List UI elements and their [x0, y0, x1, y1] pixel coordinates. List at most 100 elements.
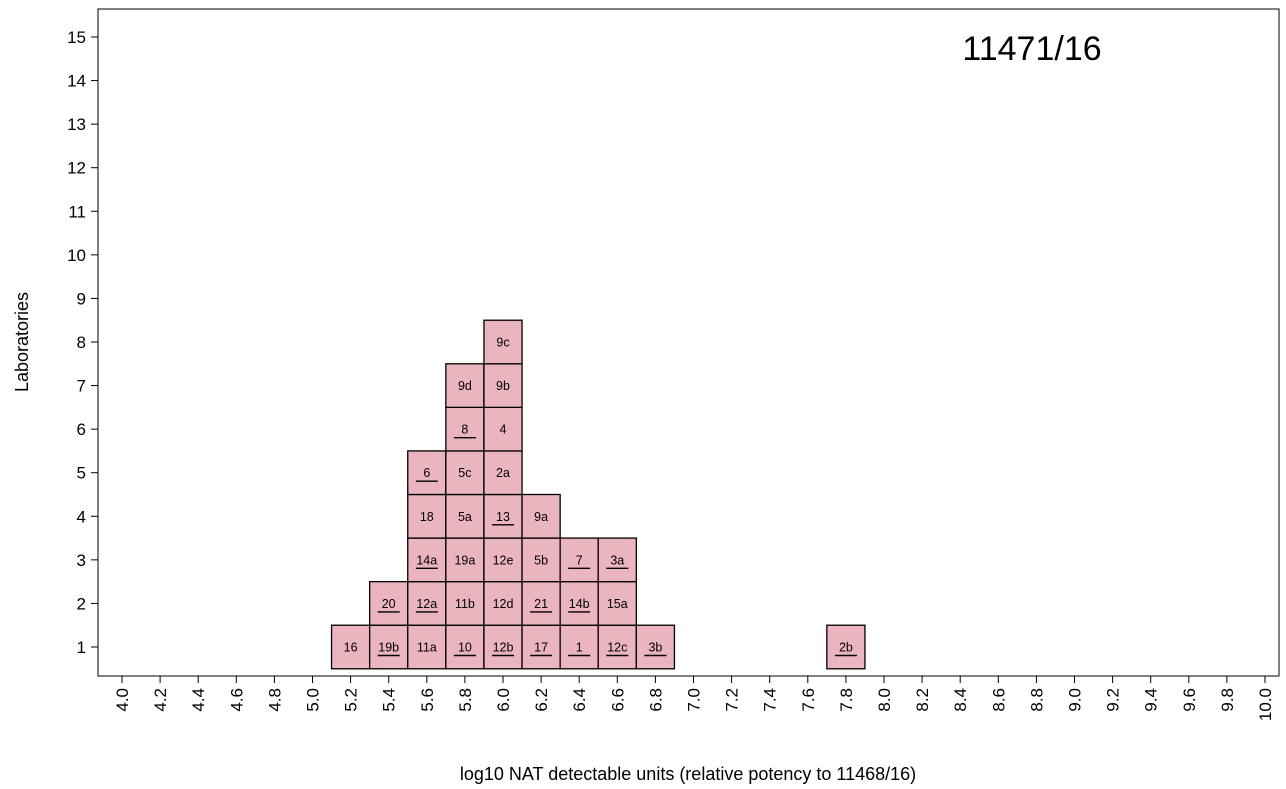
- lab-box: 12b: [483, 624, 523, 670]
- y-axis-title: Laboratories: [12, 292, 32, 392]
- lab-box-label: 5c: [458, 466, 471, 480]
- lab-box-label: 18: [420, 510, 434, 524]
- lab-box-label: 12b: [493, 641, 514, 655]
- lab-box-label: 14a: [416, 553, 437, 567]
- lab-box-label: 2a: [496, 466, 510, 480]
- lab-box-label: 9b: [496, 379, 510, 393]
- lab-box: 12e: [483, 537, 523, 583]
- lab-box-label: 12e: [493, 553, 514, 567]
- y-tick-label: 15: [67, 28, 86, 47]
- x-tick-label: 9.2: [1104, 688, 1123, 712]
- lab-box-rect: [483, 580, 523, 626]
- lab-box: 19a: [445, 537, 485, 583]
- lab-box: 12c: [597, 624, 637, 670]
- lab-box-rect: [597, 580, 637, 626]
- lab-box-rect: [407, 580, 447, 626]
- lab-box: 11b: [445, 580, 485, 626]
- y-tick-label: 12: [67, 159, 86, 178]
- lab-box: 21: [521, 580, 561, 626]
- x-tick-label: 5.6: [418, 688, 437, 712]
- lab-box-label: 7: [576, 553, 583, 567]
- lab-box-rect: [483, 319, 523, 365]
- lab-box: 4: [483, 406, 523, 452]
- chart-title: 11471/16: [962, 30, 1101, 68]
- lab-box-rect: [483, 624, 523, 670]
- y-tick-label: 7: [77, 377, 86, 396]
- x-tick-label: 6.2: [532, 688, 551, 712]
- lab-box: 5a: [445, 493, 485, 539]
- y-tick-label: 4: [77, 507, 86, 526]
- lab-box-label: 4: [500, 423, 507, 437]
- x-axis-title: log10 NAT detectable units (relative pot…: [460, 764, 916, 784]
- lab-box: 9b: [483, 363, 523, 409]
- lab-box: 9a: [521, 493, 561, 539]
- y-tick-label: 8: [77, 333, 86, 352]
- x-tick-label: 4.6: [227, 688, 246, 712]
- lab-box-label: 11b: [455, 597, 475, 611]
- lab-box: 11a: [407, 624, 447, 670]
- x-tick-label: 8.4: [951, 688, 970, 712]
- lab-box: 10: [445, 624, 485, 670]
- lab-box-label: 3b: [648, 641, 662, 655]
- lab-box-label: 8: [461, 423, 468, 437]
- lab-box-label: 11a: [417, 641, 437, 655]
- y-tick-label: 11: [68, 202, 86, 221]
- x-tick-label: 9.4: [1142, 688, 1161, 712]
- lab-box-rect: [483, 537, 523, 583]
- y-tick-label: 5: [77, 464, 86, 483]
- lab-box: 8: [445, 406, 485, 452]
- lab-box: 17: [521, 624, 561, 670]
- lab-box-rect: [445, 450, 485, 496]
- lab-box-label: 12d: [493, 597, 514, 611]
- x-tick-label: 4.4: [189, 688, 208, 712]
- lab-box: 18: [407, 493, 447, 539]
- lab-box: 12d: [483, 580, 523, 626]
- y-tick-label: 6: [77, 420, 86, 439]
- lab-box: 12a: [407, 580, 447, 626]
- x-tick-label: 8.0: [875, 688, 894, 712]
- lab-box: 14a: [407, 537, 447, 583]
- lab-box: 9d: [445, 363, 485, 409]
- x-tick-label: 7.6: [799, 688, 818, 712]
- lab-box-rect: [559, 624, 599, 670]
- lab-box: 14b: [559, 580, 599, 626]
- x-tick-label: 4.0: [113, 688, 132, 712]
- lab-box-label: 20: [382, 597, 396, 611]
- lab-box-label: 9a: [534, 510, 548, 524]
- x-tick-label: 9.8: [1218, 688, 1237, 712]
- lab-box: 2b: [826, 624, 866, 670]
- x-tick-label: 8.8: [1027, 688, 1046, 712]
- lab-box-label: 5a: [458, 510, 472, 524]
- x-tick-label: 5.0: [304, 688, 323, 712]
- lab-box-rect: [483, 450, 523, 496]
- lab-box-label: 12c: [607, 641, 627, 655]
- lab-box-label: 2b: [839, 641, 853, 655]
- lab-box-label: 12a: [416, 597, 437, 611]
- x-tick-label: 4.2: [151, 688, 170, 712]
- lab-box-label: 17: [534, 641, 548, 655]
- lab-box-rect: [597, 624, 637, 670]
- lab-box-label: 5b: [534, 553, 548, 567]
- lab-box-label: 21: [534, 597, 548, 611]
- lab-box-label: 13: [496, 510, 510, 524]
- lab-box: 7: [559, 537, 599, 583]
- x-tick-label: 5.2: [342, 688, 361, 712]
- lab-box-rect: [483, 363, 523, 409]
- lab-box-rect: [559, 537, 599, 583]
- x-tick-label: 7.8: [837, 688, 856, 712]
- lab-box: 5c: [445, 450, 485, 496]
- lab-box-label: 19b: [378, 641, 399, 655]
- lab-box-label: 10: [458, 641, 472, 655]
- x-tick-label: 7.4: [761, 688, 780, 712]
- lab-box-rect: [521, 624, 561, 670]
- lab-box: 20: [368, 580, 409, 626]
- x-tick-label: 10.0: [1256, 688, 1275, 721]
- x-tick-label: 6.4: [570, 688, 589, 712]
- lab-box-label: 9c: [496, 336, 509, 350]
- x-tick-label: 8.6: [989, 688, 1008, 712]
- x-tick-label: 7.0: [685, 688, 704, 712]
- lab-box: 15a: [597, 580, 637, 626]
- x-tick-label: 6.0: [494, 688, 513, 712]
